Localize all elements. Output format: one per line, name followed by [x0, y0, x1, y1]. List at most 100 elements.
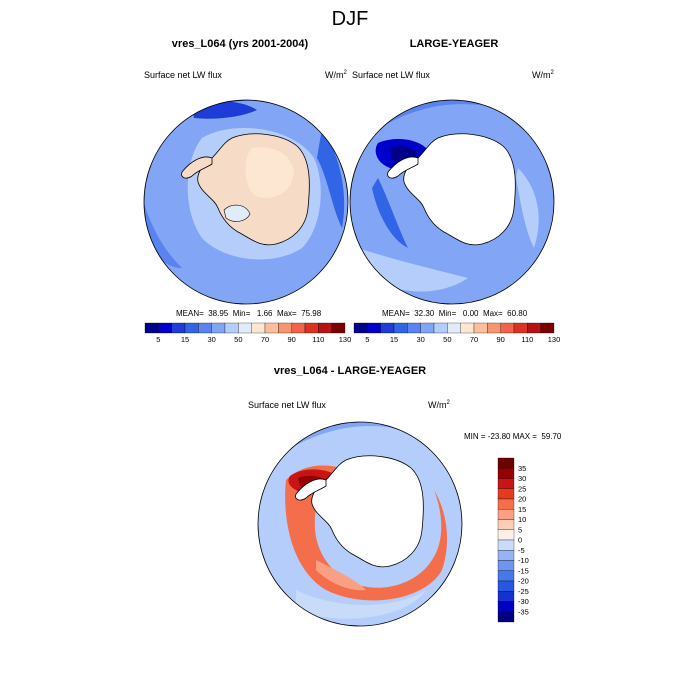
- panel2-colorbar-box: [540, 322, 555, 334]
- panel1-colorbar-box: [251, 322, 266, 334]
- panel1-colorbar-box: [211, 322, 226, 334]
- panel2-colorbar-tick-label: 110: [521, 335, 533, 344]
- panel2-colorbar-tick-label: 30: [416, 335, 424, 344]
- panel2-stats: MEAN= 32.30 Min= 0.00 Max= 60.80: [382, 309, 528, 318]
- panel1-colorbar-box: [171, 322, 186, 334]
- panel2-units: W/m2: [532, 70, 554, 80]
- panel1-colorbar-box: [158, 322, 172, 334]
- panel3-colorbar-box: [497, 457, 515, 469]
- panel1-colorbar-box: [264, 322, 279, 334]
- panel3-colorbar-box: [497, 580, 515, 592]
- panel3-colorbar-tick-label: 10: [518, 515, 526, 524]
- panel3-south-patch: [296, 590, 426, 619]
- panel1-units: W/m2: [325, 70, 347, 80]
- panel3-title: vres_L064 - LARGE-YEAGER: [273, 365, 427, 377]
- panel1-colorbar-tick-label: 5: [156, 335, 160, 344]
- panel3-colorbar-box: [497, 611, 515, 623]
- panel1-colorbar-box: [304, 322, 319, 334]
- panel3-colorbar-tick-label: -35: [518, 607, 529, 616]
- panel3-colorbar-box: [497, 488, 515, 500]
- panel3-colorbar-box: [497, 468, 515, 479]
- panel1-ice-shelf: [223, 204, 251, 222]
- panel1-west-dark-band: [144, 198, 182, 268]
- panel2-colorbar-box: [447, 322, 461, 334]
- panel2-colorbar-box: [420, 322, 435, 334]
- panel3-colorbar-tick-label: 5: [518, 525, 522, 534]
- panel1-east-dark-band: [317, 128, 345, 228]
- panel1-colorbar-box: [318, 322, 332, 334]
- panel3-colorbar-tick-label: 35: [518, 464, 526, 473]
- panel3-colorbar-tick-label: -20: [518, 577, 529, 586]
- panel2-colorbar-box: [500, 322, 515, 334]
- figure-title: DJF: [331, 8, 369, 30]
- panel3-map-border: [257, 421, 463, 627]
- panel3-colorbar-box: [497, 560, 515, 571]
- panel1-colorbar-box: [331, 322, 346, 334]
- panel1-colorbar-box: [278, 322, 292, 334]
- panel3-colorbar-tick-label: 25: [518, 484, 526, 493]
- panel2-colorbar-box: [353, 322, 368, 334]
- panel3-colorbar-tick-label: -5: [518, 546, 525, 555]
- panel3-colorbar-tick-label: -10: [518, 556, 529, 565]
- panel3-colorbar-box: [497, 570, 515, 582]
- panel2-colorbar-box: [407, 322, 421, 334]
- panel2-title: LARGE-YEAGER: [409, 38, 499, 50]
- panel2-colorbar-box: [460, 322, 475, 334]
- panel2-colorbar-box: [473, 322, 488, 334]
- panel2-west-band: [372, 178, 408, 248]
- panel1-polar-map: [143, 99, 349, 305]
- panel3-units: W/m2: [428, 400, 450, 410]
- panel1-field-label: Surface net LW flux: [144, 70, 222, 80]
- panel2-colorbar-box: [393, 322, 408, 334]
- panel1-colorbar-box: [144, 322, 159, 334]
- panel3-colorbar-box: [497, 519, 515, 530]
- panel3-colorbar-box: [497, 498, 515, 510]
- panel3-colorbar-tick-label: 15: [518, 505, 526, 514]
- panel3-colorbar-box: [497, 539, 515, 551]
- panel3-colorbar-tick-label: -15: [518, 566, 529, 575]
- panel3-colorbar-tick-label: 0: [518, 536, 522, 545]
- panel3-peninsula: [295, 478, 327, 501]
- panel1-inland-patch: [245, 147, 294, 198]
- panel1-colorbar-tick-label: 50: [234, 335, 242, 344]
- panel1-title: vres_L064 (yrs 2001-2004): [171, 38, 309, 50]
- panel2-colorbar-tick-label: 5: [365, 335, 369, 344]
- panel3-south-warm: [316, 560, 366, 591]
- panel3-colorbar-box: [497, 509, 515, 520]
- panel2-colorbar-tick-label: 130: [548, 335, 561, 344]
- panel2-east-light: [516, 168, 539, 248]
- panel1-stats: MEAN= 38.95 Min= 1.66 Max= 75.98: [176, 309, 322, 318]
- panel1-colorbar-tick-label: 90: [287, 335, 295, 344]
- panel1-colorbar-tick-label: 30: [207, 335, 215, 344]
- panel2-colorbar-box: [380, 322, 395, 334]
- panel2-polar-map: [349, 99, 555, 305]
- panel1-colorbar-box: [184, 322, 199, 334]
- panel2-colorbar-box: [433, 322, 448, 334]
- panel3-colorbar-box: [497, 529, 515, 541]
- panel2-colorbar-box: [513, 322, 528, 334]
- panel3-colorbar-box: [497, 601, 515, 612]
- panel1-colorbar-box: [291, 322, 306, 334]
- panel2-peninsula: [387, 156, 419, 179]
- panel3-colorbar-tick-label: 30: [518, 474, 526, 483]
- panel2-colorbar-box: [527, 322, 541, 334]
- panel1-colorbar-tick-label: 130: [339, 335, 352, 344]
- panel2-colorbar: 5 15 30 50 70 90 110 130: [353, 322, 560, 344]
- panel1-colorbar-box: [198, 322, 212, 334]
- panel2-colorbar-tick-label: 90: [496, 335, 504, 344]
- panel2-colorbar-box: [487, 322, 501, 334]
- panel2-colorbar-tick-label: 70: [470, 335, 478, 344]
- panel1-colorbar-tick-label: 110: [312, 335, 324, 344]
- panel2-colorbar-tick-label: 50: [443, 335, 451, 344]
- panel3-colorbar-box: [497, 591, 515, 602]
- panel1-colorbar-box: [238, 322, 252, 334]
- panel1-colorbar: 5 15 30 50 70 90 110 130: [144, 322, 351, 344]
- panel1-colorbar-tick-label: 15: [181, 335, 189, 344]
- panel3-colorbar-tick-label: -30: [518, 597, 529, 606]
- panel1-peninsula: [181, 156, 213, 179]
- panel1-map-border: [143, 99, 349, 305]
- panel1-colorbar-tick-label: 70: [261, 335, 269, 344]
- panel3-field-label: Surface net LW flux: [248, 400, 326, 410]
- panel3-colorbar-box: [497, 550, 515, 561]
